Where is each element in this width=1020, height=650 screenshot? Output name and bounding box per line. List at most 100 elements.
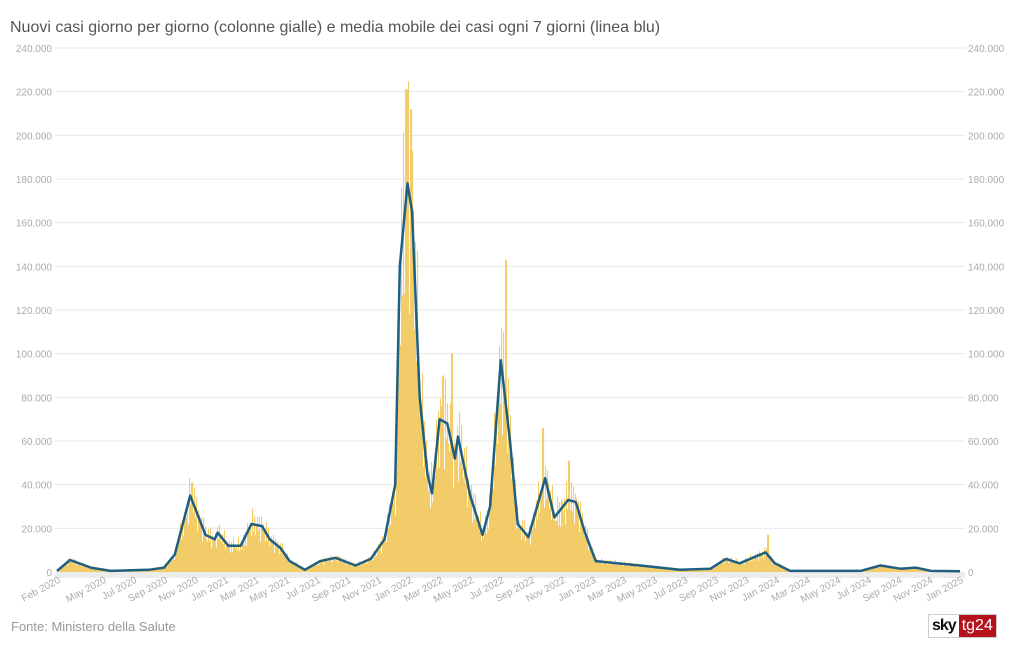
daily-cases-bar (448, 443, 450, 572)
daily-cases-bar (778, 563, 780, 572)
daily-cases-bar (164, 567, 166, 572)
daily-cases-bar (169, 563, 171, 572)
daily-cases-bar (367, 563, 369, 572)
daily-cases-bar (781, 567, 783, 572)
daily-cases-bar (752, 556, 754, 572)
daily-cases-bar (526, 535, 528, 572)
daily-cases-bar (297, 566, 299, 572)
daily-cases-bar (527, 532, 529, 572)
daily-cases-bar (453, 487, 455, 572)
daily-cases-bar (665, 569, 667, 572)
daily-cases-bar (521, 539, 523, 572)
daily-cases-bar (251, 535, 253, 572)
daily-cases-bar (532, 529, 534, 572)
y-tick-label-right: 100.000 (968, 350, 1005, 361)
daily-cases-bar (196, 497, 198, 572)
daily-cases-bar (415, 241, 417, 572)
daily-cases-bar (530, 544, 532, 572)
daily-cases-bar (478, 516, 480, 572)
daily-cases-bar (875, 566, 877, 572)
daily-cases-bar (707, 569, 709, 572)
daily-cases-bar (553, 519, 555, 572)
daily-cases-bar (417, 251, 419, 572)
daily-cases-bar (315, 561, 317, 572)
daily-cases-bar (323, 564, 325, 572)
daily-cases-bar (598, 562, 600, 572)
daily-cases-bar (885, 564, 887, 572)
daily-cases-bar (641, 565, 643, 572)
daily-cases-bar (286, 556, 288, 572)
daily-cases-bar (96, 567, 98, 572)
daily-cases-bar (758, 561, 760, 572)
daily-cases-bar (144, 570, 146, 572)
daily-cases-bar (496, 408, 498, 572)
daily-cases-bar (650, 565, 652, 572)
daily-cases-bar (365, 563, 367, 572)
daily-cases-bar (545, 466, 547, 572)
daily-cases-bar (636, 563, 638, 572)
daily-cases-bar (606, 560, 608, 572)
daily-cases-bar (331, 555, 333, 572)
daily-cases-bar (414, 329, 416, 572)
daily-cases-bar (218, 539, 220, 572)
daily-cases-bar (581, 525, 583, 572)
daily-cases-bar (712, 567, 714, 572)
daily-cases-bar (442, 375, 444, 572)
daily-cases-bar (759, 551, 761, 572)
daily-cases-bar (274, 552, 276, 572)
daily-cases-bar (413, 209, 415, 572)
daily-cases-bar (205, 526, 207, 572)
daily-cases-bar (368, 556, 370, 572)
daily-cases-bar (899, 567, 901, 572)
daily-cases-bar (277, 541, 279, 572)
y-tick-label-left: 220.000 (16, 88, 53, 99)
daily-cases-bar (256, 525, 258, 572)
daily-cases-bar (895, 568, 897, 572)
daily-cases-bar (717, 562, 719, 572)
daily-cases-bar (735, 563, 737, 572)
daily-cases-bar (714, 568, 716, 572)
daily-cases-bar (311, 566, 313, 572)
daily-cases-bar (99, 569, 101, 572)
daily-cases-bar (777, 566, 779, 572)
daily-cases-bar (700, 570, 702, 572)
daily-cases-bar (266, 522, 268, 572)
daily-cases-bar (425, 477, 427, 572)
daily-cases-bar (187, 501, 189, 572)
daily-cases-bar (263, 524, 265, 572)
daily-cases-bar (357, 564, 359, 572)
daily-cases-bar (554, 514, 556, 572)
daily-cases-bar (139, 570, 141, 572)
daily-cases-bar (468, 478, 470, 572)
daily-cases-bar (72, 562, 74, 572)
daily-cases-bar (667, 569, 669, 572)
daily-cases-bar (434, 482, 436, 572)
daily-cases-bar (676, 569, 678, 572)
daily-cases-bar (880, 563, 882, 572)
y-tick-label-right: 220.000 (968, 88, 1005, 99)
daily-cases-bar (455, 453, 457, 572)
daily-cases-bar (702, 569, 704, 572)
skytg24-logo: sky tg24 (928, 614, 997, 638)
daily-cases-bar (241, 549, 243, 572)
daily-cases-bar (584, 535, 586, 572)
daily-cases-bar (887, 565, 889, 572)
daily-cases-bar (328, 561, 330, 572)
daily-cases-bar (583, 531, 585, 572)
daily-cases-bar (596, 558, 598, 572)
daily-cases-bar (272, 543, 274, 572)
daily-cases-bar (214, 537, 216, 572)
daily-cases-bar (765, 555, 767, 572)
daily-cases-bar (250, 526, 252, 572)
daily-cases-bar (172, 560, 174, 572)
daily-cases-bar (914, 568, 916, 572)
daily-cases-bar (461, 425, 463, 572)
daily-cases-bar (484, 527, 486, 572)
daily-cases-bar (275, 538, 277, 572)
daily-cases-bar (208, 529, 210, 572)
x-tick-label: May 2020 (64, 575, 108, 606)
daily-cases-bar (216, 547, 218, 572)
daily-cases-bar (94, 567, 96, 572)
daily-cases-bar (489, 493, 491, 572)
daily-cases-bar (359, 561, 361, 572)
